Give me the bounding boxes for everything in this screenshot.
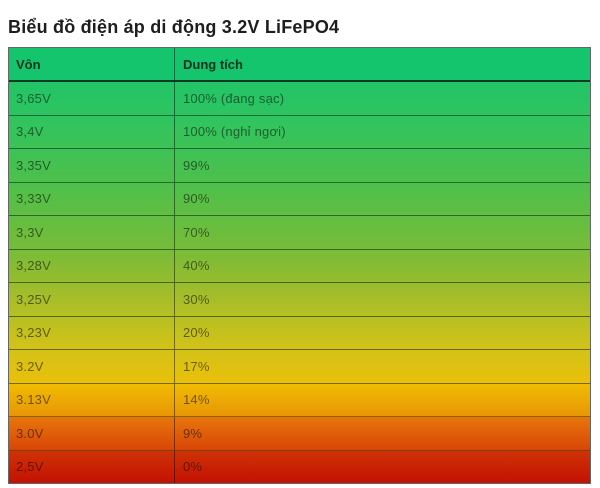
- table-row: 3,25V 30%: [9, 283, 590, 317]
- voltage-cell: 3,65V: [9, 82, 175, 115]
- table-body: 3,65V 100% (đang sạc) 3,4V 100% (nghỉ ngơi)…: [9, 82, 590, 483]
- voltage-cell: 2,5V: [9, 450, 175, 483]
- voltage-cell: 3,33V: [9, 182, 175, 215]
- column-header-capacity: Dung tích: [183, 56, 243, 72]
- voltage-cell: 3,25V: [9, 283, 175, 316]
- capacity-cell: 17%: [183, 358, 210, 374]
- capacity-cell: 40%: [183, 258, 210, 274]
- capacity-cell: 20%: [183, 325, 210, 341]
- table-row: 3,35V 99%: [9, 149, 590, 183]
- capacity-cell: 30%: [183, 291, 210, 307]
- table-row: 3.13V 14%: [9, 383, 590, 417]
- voltage-cell: 3.13V: [9, 383, 175, 416]
- page-title: Biểu đồ điện áp di động 3.2V LiFePO4: [8, 17, 340, 38]
- table-row: 3,4V 100% (nghỉ ngơi): [9, 115, 590, 149]
- voltage-capacity-table: Vôn Dung tích 3,65V 100% (đang sạc) 3,4V 10…: [8, 47, 591, 484]
- capacity-cell: 70%: [183, 224, 210, 240]
- column-header-voltage: Vôn: [9, 48, 175, 80]
- capacity-cell: 14%: [183, 392, 210, 408]
- table-header-row: Vôn Dung tích: [9, 48, 590, 82]
- voltage-cell: 3,28V: [9, 249, 175, 282]
- capacity-cell: 0%: [183, 459, 203, 475]
- voltage-cell: 3,35V: [9, 149, 175, 182]
- table-row: 3,65V 100% (đang sạc): [9, 82, 590, 116]
- table-row: 3,3V 70%: [9, 216, 590, 250]
- table-row: 2,5V 0%: [9, 450, 590, 483]
- voltage-cell: 3.2V: [9, 350, 175, 383]
- capacity-cell: 9%: [183, 425, 203, 441]
- voltage-cell: 3,3V: [9, 216, 175, 249]
- table-row: 3,33V 90%: [9, 182, 590, 216]
- table-row: 3.0V 9%: [9, 417, 590, 451]
- voltage-cell: 3,4V: [9, 115, 175, 148]
- voltage-cell: 3.0V: [9, 417, 175, 450]
- capacity-cell: 90%: [183, 191, 210, 207]
- table-row: 3.2V 17%: [9, 350, 590, 384]
- voltage-cell: 3,23V: [9, 316, 175, 349]
- capacity-cell: 99%: [183, 157, 210, 173]
- table-row: 3,23V 20%: [9, 316, 590, 350]
- capacity-cell: 100% (nghỉ ngơi): [183, 124, 286, 140]
- capacity-cell: 100% (đang sạc): [183, 90, 285, 106]
- table-row: 3,28V 40%: [9, 249, 590, 283]
